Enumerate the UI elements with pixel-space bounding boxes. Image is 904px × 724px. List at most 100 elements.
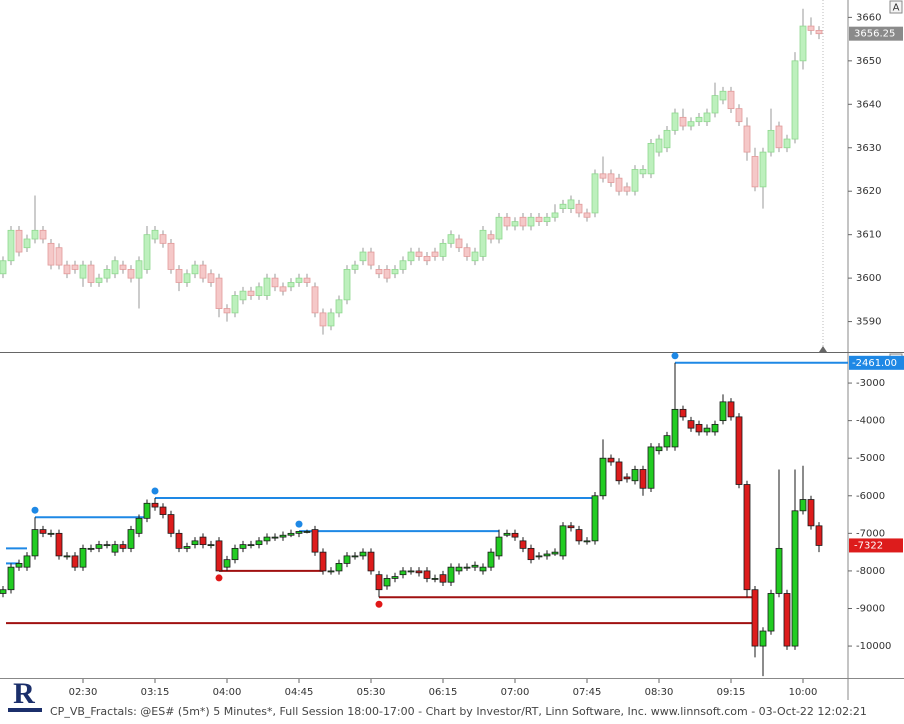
candle-body (335, 563, 343, 572)
candle-body (447, 566, 455, 583)
candle-body (23, 238, 31, 249)
y-tick-label: 3610 (856, 230, 881, 241)
candle-body (279, 534, 287, 538)
candle-body (159, 234, 167, 244)
candle-body (711, 95, 719, 114)
candle-body (351, 555, 359, 558)
candle-body (567, 525, 575, 529)
candle-body (679, 116, 687, 127)
candle-body (807, 25, 815, 31)
candle-body (63, 555, 71, 558)
candle-body (495, 536, 503, 557)
y-tick-label: 3640 (856, 99, 881, 110)
y-tick-label: -6000 (856, 491, 885, 502)
candle-body (239, 290, 247, 301)
candle-body (119, 544, 127, 549)
candle-body (271, 536, 279, 539)
x-tick-label: 03:15 (141, 687, 170, 698)
y-tick-label: -7000 (856, 528, 885, 539)
candle-body (207, 273, 215, 283)
candle-body (663, 129, 671, 149)
candle-body (519, 216, 527, 227)
candle-body (143, 234, 151, 270)
candle-body (727, 401, 735, 418)
candle-body (279, 286, 287, 292)
candle-body (439, 242, 447, 257)
candle-body (599, 457, 607, 497)
fractal-dot (375, 600, 383, 608)
candle-body (31, 529, 39, 557)
x-tick-label: 08:30 (645, 687, 674, 698)
candle-body (599, 173, 607, 179)
candle-body (671, 408, 679, 448)
last-value: 3656.25 (854, 29, 895, 40)
candle-body (327, 312, 335, 327)
candle-body (655, 138, 663, 153)
candle-body (695, 423, 703, 433)
x-tick-label: 04:00 (213, 687, 242, 698)
candle-body (535, 555, 543, 558)
candle-body (503, 532, 511, 536)
candle-body (207, 544, 215, 547)
candle-body (455, 238, 463, 249)
candle-body (87, 264, 95, 283)
candle-body (151, 502, 159, 508)
candle-body (383, 269, 391, 279)
candle-body (423, 255, 431, 262)
candle-body (791, 60, 799, 140)
candle-body (767, 129, 775, 153)
candle-body (359, 251, 367, 262)
candle-body (319, 312, 327, 327)
candle-body (751, 589, 759, 647)
candle-body (463, 247, 471, 257)
candle-body (71, 555, 79, 568)
candle-body (167, 514, 175, 534)
candle-body (263, 277, 271, 296)
candle-body (479, 566, 487, 572)
x-tick-label: 10:00 (789, 687, 818, 698)
candle-body (591, 173, 599, 214)
panel-button[interactable] (889, 0, 903, 14)
candle-body (639, 169, 647, 175)
fractal-dot (671, 352, 679, 360)
candle-body (55, 532, 63, 557)
logo-letter: R (13, 677, 35, 710)
x-tick-label: 05:30 (357, 687, 386, 698)
candle-body (631, 169, 639, 192)
y-tick-label: -3000 (856, 378, 885, 389)
candle-body (407, 251, 415, 262)
candle-body (343, 555, 351, 564)
candle-body (559, 203, 567, 209)
candle-body (295, 277, 303, 283)
candle-body (159, 506, 167, 515)
candle-body (615, 177, 623, 192)
candle-body (447, 234, 455, 244)
candle-body (791, 510, 799, 647)
candle-body (287, 282, 295, 288)
panel-button-label[interactable]: A (893, 3, 900, 14)
y-tick-label: -10000 (856, 641, 891, 652)
marker (819, 346, 827, 352)
x-tick-label: 04:45 (285, 687, 314, 698)
candle-body (375, 574, 383, 591)
candle-body (303, 277, 311, 283)
candle-body (247, 544, 255, 547)
candle-body (767, 593, 775, 632)
candle-body (79, 264, 87, 279)
candle-body (63, 264, 71, 275)
x-tick-label: 07:45 (573, 687, 602, 698)
candle-body (399, 570, 407, 576)
candle-body (111, 544, 119, 553)
candle-body (183, 546, 191, 549)
candle-body (231, 295, 239, 314)
candle-body (415, 570, 423, 574)
y-tick-label: 3620 (856, 186, 881, 197)
fractal-dot (151, 487, 159, 495)
candle-body (199, 536, 207, 546)
candle-body (655, 446, 663, 452)
candle-body (799, 25, 807, 62)
x-tick-label: 02:30 (69, 687, 98, 698)
y-tick-label: 3660 (856, 12, 881, 23)
candle-body (687, 420, 695, 429)
